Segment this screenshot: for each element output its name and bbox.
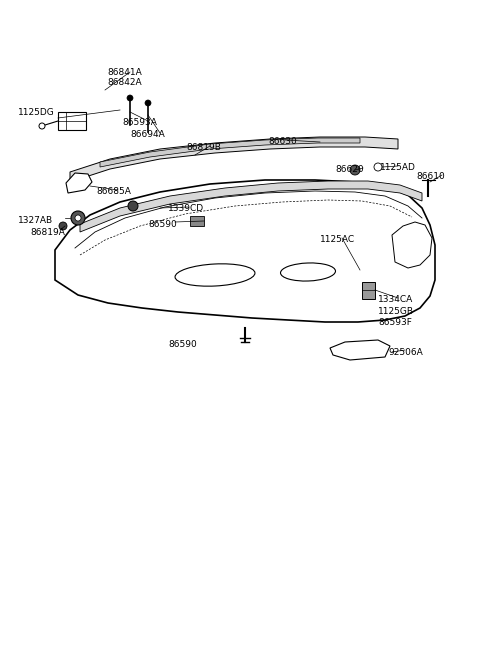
Circle shape (59, 222, 67, 230)
Text: 86590: 86590 (168, 340, 197, 349)
FancyBboxPatch shape (190, 216, 204, 226)
Text: 1125AD: 1125AD (380, 163, 416, 172)
Circle shape (71, 211, 85, 225)
FancyBboxPatch shape (362, 282, 375, 299)
Text: 86620: 86620 (335, 165, 364, 174)
Text: 1334CA: 1334CA (378, 295, 413, 304)
Circle shape (374, 163, 382, 171)
Text: 86593A: 86593A (122, 118, 157, 127)
Text: 1339CD: 1339CD (168, 204, 204, 213)
Polygon shape (80, 181, 422, 232)
Polygon shape (55, 180, 435, 322)
Polygon shape (392, 222, 432, 268)
Text: 1125DG: 1125DG (18, 108, 55, 117)
Text: 86841A: 86841A (107, 68, 142, 77)
Circle shape (128, 201, 138, 211)
Text: 1125GB: 1125GB (378, 307, 414, 316)
Ellipse shape (280, 263, 336, 281)
Circle shape (127, 95, 133, 101)
Text: 86842A: 86842A (107, 78, 142, 87)
Text: 1125AC: 1125AC (320, 235, 355, 244)
Polygon shape (100, 138, 360, 167)
Polygon shape (66, 173, 92, 193)
Text: 1327AB: 1327AB (18, 216, 53, 225)
Circle shape (75, 215, 81, 221)
Polygon shape (70, 137, 398, 182)
Text: 86819B: 86819B (186, 143, 221, 152)
Ellipse shape (175, 264, 255, 286)
Text: 92506A: 92506A (388, 348, 423, 357)
Text: 86694A: 86694A (130, 130, 165, 139)
Text: 86819A: 86819A (30, 228, 65, 237)
Polygon shape (330, 340, 390, 360)
Circle shape (39, 123, 45, 129)
Circle shape (350, 165, 360, 175)
Text: 86630: 86630 (268, 137, 297, 146)
Text: 86685A: 86685A (96, 187, 131, 196)
Text: 86593F: 86593F (378, 318, 412, 327)
Text: 86590: 86590 (148, 220, 177, 229)
FancyBboxPatch shape (58, 112, 86, 130)
Text: 86610: 86610 (416, 172, 445, 181)
Circle shape (145, 100, 151, 106)
